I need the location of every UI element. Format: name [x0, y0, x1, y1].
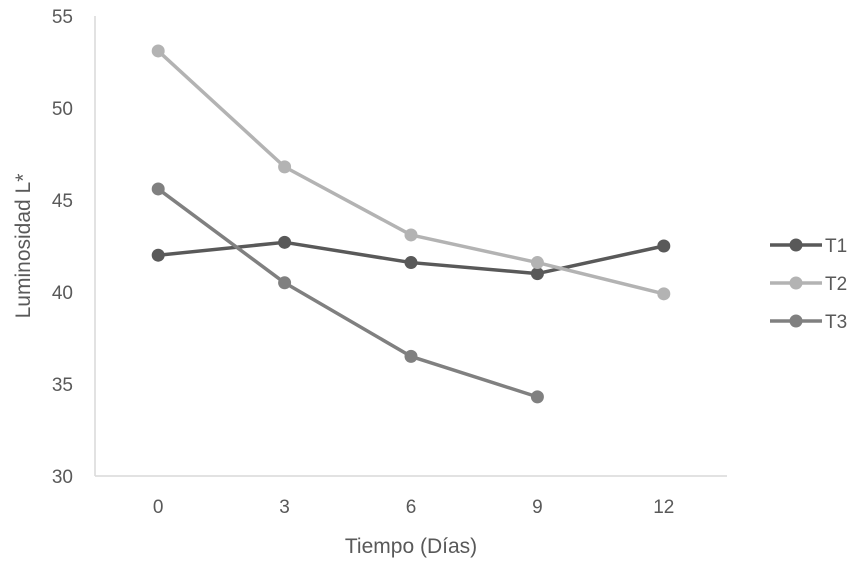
y-tick-label: 50 [52, 99, 73, 120]
data-point [404, 256, 418, 270]
x-tick-label: 0 [153, 497, 164, 518]
data-point [404, 228, 418, 242]
y-tick-label: 40 [52, 283, 73, 304]
data-point [404, 349, 418, 363]
data-point [530, 267, 544, 281]
legend-label: T3 [825, 312, 847, 333]
x-tick-label: 12 [653, 497, 674, 518]
data-point [151, 44, 165, 58]
data-point [278, 276, 292, 290]
y-tick-label: 45 [52, 191, 73, 212]
legend-swatch-marker [789, 314, 803, 328]
x-axis-title: Tiempo (Días) [345, 535, 477, 558]
legend-item-t2: T2 [770, 274, 847, 295]
x-tick-labels: 0 3 6 9 12 [153, 497, 674, 518]
legend-item-t3: T3 [770, 312, 847, 333]
x-tick-label: 3 [279, 497, 290, 518]
series-layer [151, 44, 671, 404]
data-point [657, 287, 671, 301]
y-axis-title: Luminosidad L* [12, 174, 35, 319]
data-point [151, 248, 165, 262]
y-tick-labels: 30 35 40 45 50 55 [52, 7, 73, 488]
x-tick-label: 6 [406, 497, 417, 518]
series-t3 [151, 182, 544, 404]
y-tick-label: 35 [52, 375, 73, 396]
legend-swatch-marker [789, 238, 803, 252]
series-t1 [151, 235, 671, 281]
series-line-t3 [156, 187, 540, 399]
data-point [530, 256, 544, 270]
data-point [657, 239, 671, 253]
legend-item-t1: T1 [770, 236, 847, 257]
y-tick-label: 55 [52, 7, 73, 28]
series-t2 [151, 44, 671, 301]
legend-label: T2 [825, 274, 847, 295]
legend-swatch-marker [789, 276, 803, 290]
data-point [278, 235, 292, 249]
axes [94, 16, 727, 477]
y-tick-label: 30 [52, 467, 73, 488]
x-tick-label: 9 [532, 497, 543, 518]
data-point [530, 390, 544, 404]
data-point [151, 182, 165, 196]
legend-label: T1 [825, 236, 847, 257]
legend: T1 T2 T3 [770, 236, 847, 333]
data-point [278, 160, 292, 174]
